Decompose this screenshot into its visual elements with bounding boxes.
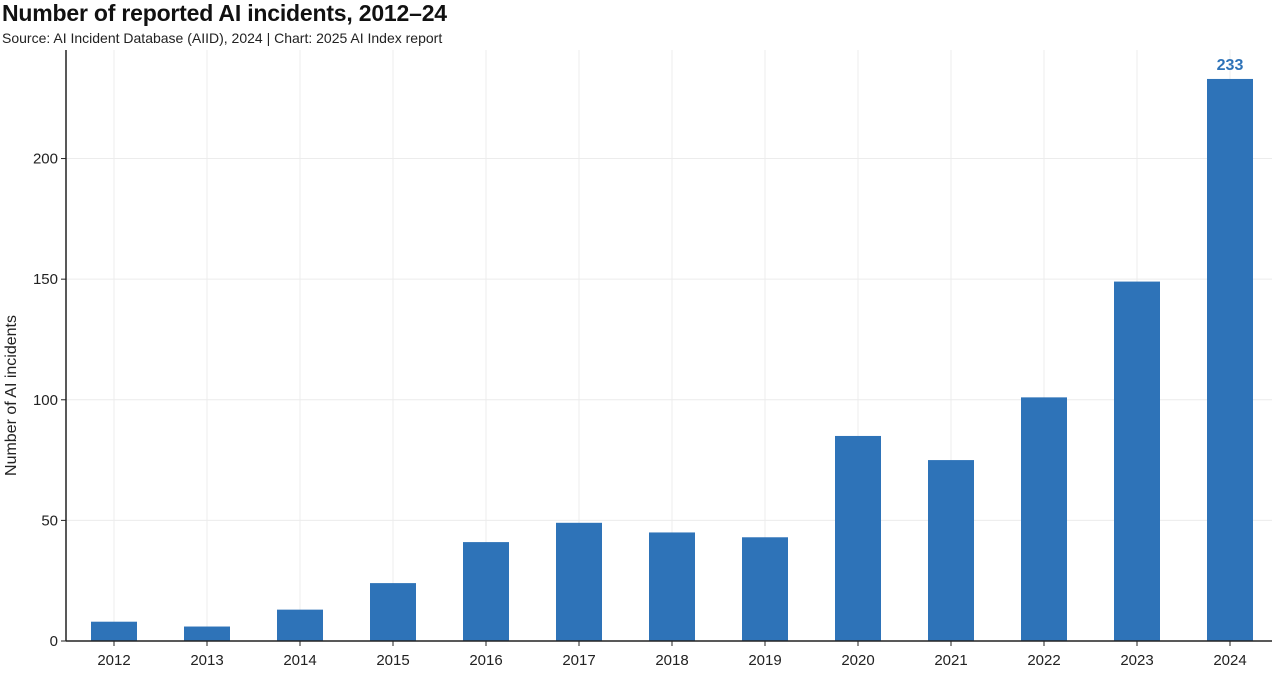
x-tick-label: 2014 [283,652,316,669]
x-tick-label: 2021 [934,652,967,669]
x-tick-label: 2022 [1027,652,1060,669]
y-tick-label: 50 [41,512,58,529]
x-tick-label: 2016 [469,652,502,669]
bar-2022 [1021,397,1067,641]
y-tick-label: 100 [33,392,58,409]
bar-2019 [742,537,788,641]
bar-2017 [556,522,602,641]
y-tick-label: 200 [33,151,58,168]
bar-2021 [928,460,974,641]
x-tick-label: 2012 [97,652,130,669]
bar-2012 [91,621,137,641]
chart-subtitle: Source: AI Incident Database (AIID), 202… [2,30,443,46]
bar-2024 [1207,78,1253,641]
bar-2018 [649,532,695,641]
x-tick-label: 2024 [1213,652,1246,669]
bar-2013 [184,626,230,641]
x-tick-label: 2023 [1120,652,1153,669]
x-tick-label: 2018 [655,652,688,669]
y-tick-label: 0 [50,633,58,650]
chart-title: Number of reported AI incidents, 2012–24 [2,0,447,26]
x-tick-label: 2019 [748,652,781,669]
x-tick-label: 2015 [376,652,409,669]
data-label-2024: 233 [1217,57,1244,74]
y-tick-label: 150 [33,271,58,288]
x-tick-label: 2020 [841,652,874,669]
bar-2020 [835,435,881,641]
bar-2014 [277,609,323,641]
bar-2016 [463,542,509,641]
x-tick-label: 2013 [190,652,223,669]
bar-2023 [1114,281,1160,641]
y-axis-label: Number of AI incidents [3,315,20,476]
bar-2015 [370,583,416,641]
x-tick-label: 2017 [562,652,595,669]
